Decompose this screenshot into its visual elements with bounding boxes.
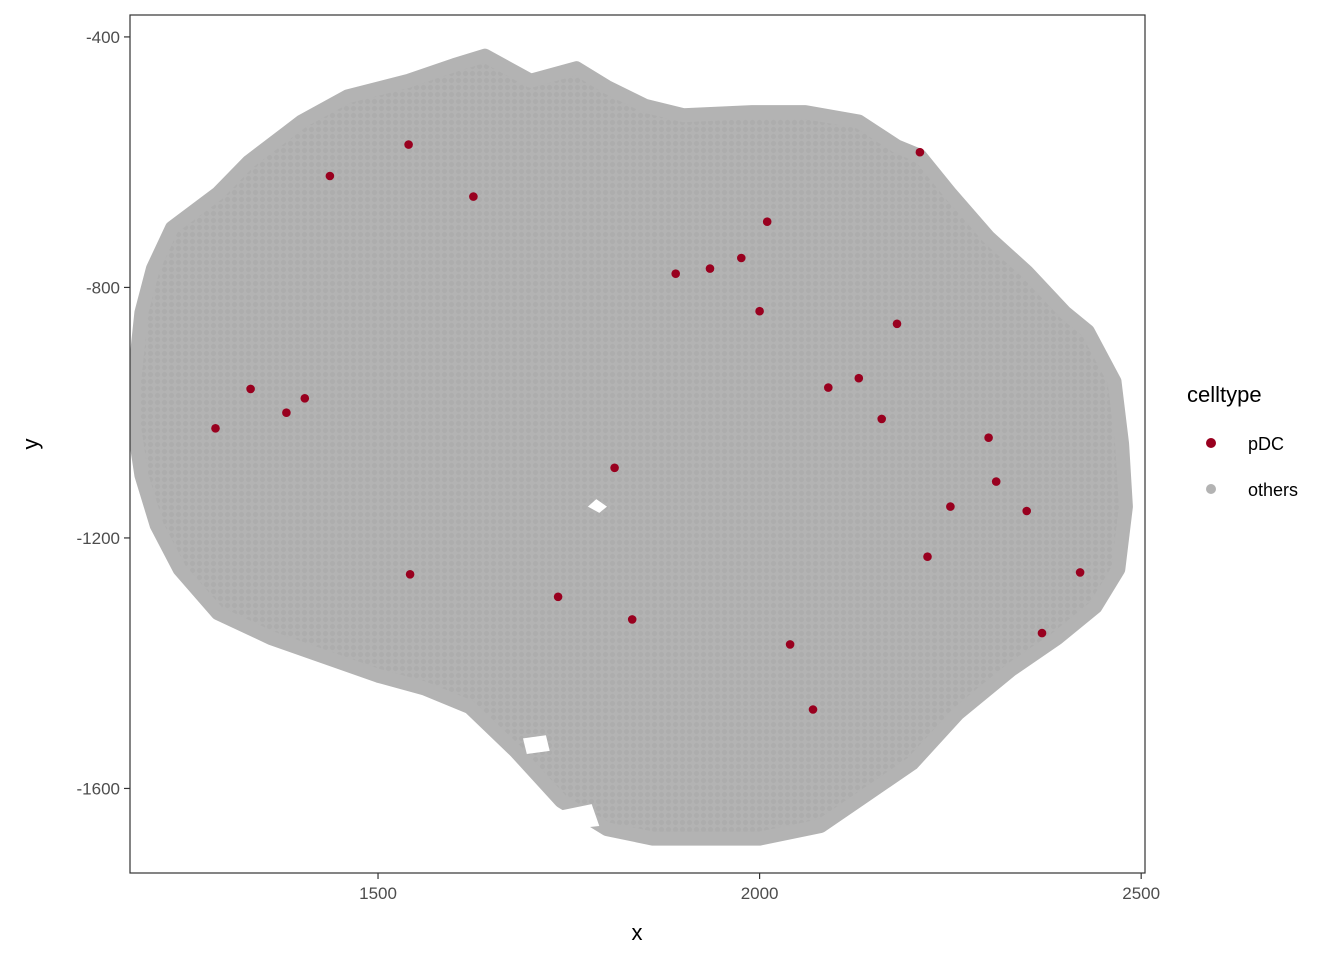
others-gap-0	[587, 499, 607, 513]
y-axis: -400 -800 -1200 -1600	[77, 28, 130, 798]
others-gap-1	[561, 804, 600, 830]
pdc-point	[762, 217, 772, 226]
pdc-point	[553, 592, 563, 602]
pdc-point	[282, 408, 291, 418]
pdc-point	[610, 463, 619, 473]
legend-label-pdc: pDC	[1248, 434, 1284, 454]
pdc-point	[469, 192, 478, 201]
pdc-point	[246, 384, 255, 394]
pdc-point	[405, 570, 415, 579]
legend-key-pdc	[1206, 438, 1216, 448]
others-gap-2	[523, 735, 550, 754]
y-tick-label: -800	[86, 278, 120, 297]
x-tick-label: 1500	[359, 884, 397, 903]
pdc-point	[325, 171, 335, 181]
y-axis-title: y	[18, 439, 43, 450]
pdc-point	[915, 147, 925, 157]
others-series	[130, 48, 1133, 846]
pdc-point	[1075, 568, 1085, 577]
panel-border	[129, 14, 1146, 874]
pdc-point	[923, 552, 932, 561]
pdc-point	[300, 394, 310, 403]
y-tick-label: -400	[86, 28, 120, 47]
pdc-point	[705, 264, 715, 273]
pdc-point	[785, 640, 795, 649]
x-axis-title: x	[632, 920, 643, 945]
pdc-point	[824, 383, 833, 392]
pdc-point	[984, 433, 993, 443]
pdc-point	[1022, 506, 1031, 516]
legend-title: celltype	[1187, 382, 1262, 407]
pdc-point	[211, 424, 220, 433]
legend: celltype pDC others	[1187, 382, 1298, 500]
x-axis: 1500 2000 2500	[359, 873, 1160, 903]
others-point-cloud	[130, 48, 1133, 846]
pdc-point	[877, 414, 886, 424]
y-tick-label: -1600	[77, 779, 120, 798]
pdc-point	[946, 502, 955, 511]
pdc-point	[991, 477, 1001, 486]
y-tick-label: -1200	[77, 529, 120, 548]
pdc-point	[755, 306, 764, 316]
pdc-series	[211, 140, 1085, 714]
pdc-point	[1037, 628, 1047, 638]
x-tick-label: 2500	[1122, 884, 1160, 903]
pdc-point	[854, 373, 864, 383]
pdc-point	[737, 253, 746, 263]
legend-key-others	[1206, 484, 1216, 494]
pdc-point	[808, 705, 818, 714]
pdc-point	[627, 615, 637, 624]
pdc-point	[892, 319, 902, 329]
x-tick-label: 2000	[741, 884, 779, 903]
pdc-point	[671, 269, 680, 279]
legend-label-others: others	[1248, 480, 1298, 500]
pdc-point	[404, 140, 413, 149]
